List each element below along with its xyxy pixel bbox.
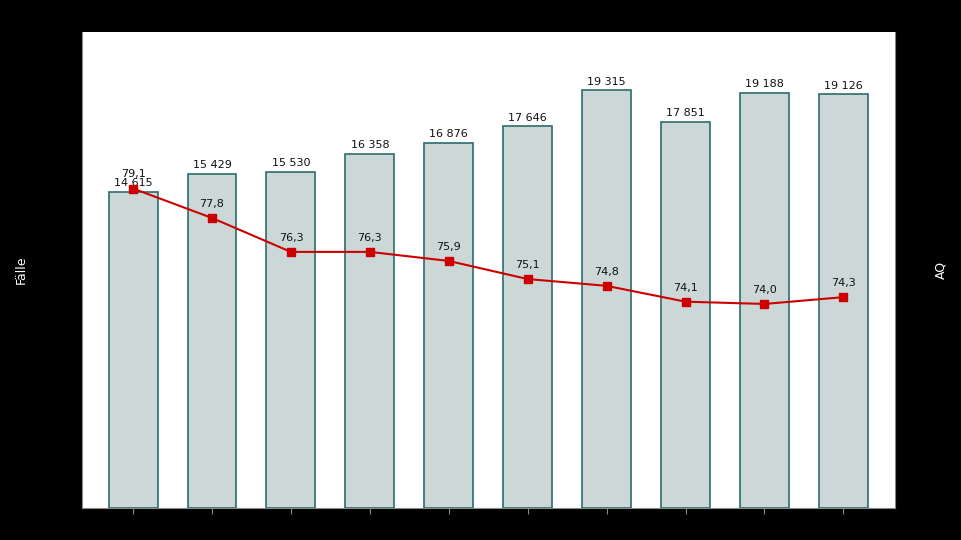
Bar [187, 174, 236, 508]
Text: 74,0: 74,0 [752, 285, 776, 295]
Bar [424, 143, 473, 508]
Text: AQ: AQ [933, 261, 947, 279]
Text: 19 188: 19 188 [744, 79, 783, 89]
Text: 19 126: 19 126 [824, 80, 862, 91]
Bar [345, 154, 394, 508]
Text: 15 530: 15 530 [271, 158, 309, 168]
Text: 77,8: 77,8 [199, 199, 224, 209]
Bar [266, 172, 315, 508]
Text: 17 851: 17 851 [665, 108, 704, 118]
Text: 76,3: 76,3 [279, 233, 303, 243]
Text: 74,8: 74,8 [594, 267, 618, 277]
Bar [581, 90, 630, 508]
Text: 15 429: 15 429 [192, 160, 232, 171]
Text: 74,1: 74,1 [673, 282, 697, 293]
Text: 16 358: 16 358 [350, 140, 389, 150]
Bar [739, 93, 788, 508]
Text: 76,3: 76,3 [357, 233, 382, 243]
Text: 19 315: 19 315 [586, 77, 626, 86]
Text: 74,3: 74,3 [830, 278, 855, 288]
Bar [109, 192, 158, 508]
Text: 75,1: 75,1 [515, 260, 539, 270]
Text: 16 876: 16 876 [429, 129, 468, 139]
Text: 79,1: 79,1 [120, 170, 145, 179]
Bar [503, 126, 552, 508]
Bar [660, 122, 709, 508]
Text: 17 646: 17 646 [507, 112, 547, 123]
Text: 14 615: 14 615 [113, 178, 152, 188]
Text: 75,9: 75,9 [436, 242, 460, 252]
Bar [818, 94, 867, 508]
Text: Fälle: Fälle [14, 256, 28, 284]
